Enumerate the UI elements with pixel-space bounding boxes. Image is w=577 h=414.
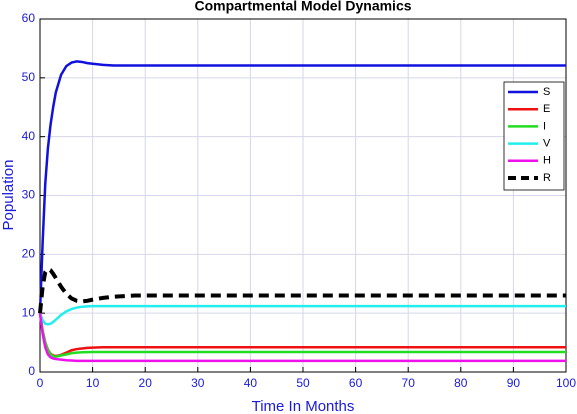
series-line — [38, 312, 566, 358]
y-tick-label: 10 — [22, 305, 36, 319]
legend-label: V — [543, 138, 551, 150]
series-line — [38, 266, 566, 314]
y-tick-label: 0 — [28, 364, 35, 378]
x-tick-label: 80 — [454, 376, 468, 390]
x-tick-label: 10 — [86, 376, 100, 390]
series-line — [38, 60, 566, 314]
legend-box — [503, 81, 565, 191]
x-tick-label: 20 — [139, 376, 153, 390]
y-tick-label: 40 — [22, 129, 36, 143]
x-tick-label: 70 — [402, 376, 416, 390]
legend-label: H — [543, 155, 551, 167]
axes-box — [39, 18, 567, 373]
legend-label: R — [543, 172, 551, 184]
legend-label: I — [543, 120, 546, 132]
legend-label: E — [543, 103, 550, 115]
chart-title: Compartmental Model Dynamics — [194, 0, 411, 14]
y-tick-label: 20 — [22, 247, 36, 261]
y-tick-label: 50 — [22, 70, 36, 84]
series-line — [38, 313, 566, 363]
series-line — [38, 304, 566, 326]
x-tick-label: 90 — [507, 376, 521, 390]
x-tick-label: 0 — [37, 376, 44, 390]
y-axis-label: Population — [0, 160, 17, 231]
y-tick-label: 60 — [22, 11, 36, 25]
x-tick-label: 100 — [556, 376, 576, 390]
x-tick-label: 50 — [296, 376, 310, 390]
x-axis-label: Time In Months — [252, 398, 355, 414]
legend-label: S — [543, 86, 550, 98]
x-tick-label: 30 — [191, 376, 205, 390]
x-tick-label: 40 — [244, 376, 258, 390]
x-tick-label: 60 — [349, 376, 363, 390]
y-tick-label: 30 — [22, 188, 36, 202]
